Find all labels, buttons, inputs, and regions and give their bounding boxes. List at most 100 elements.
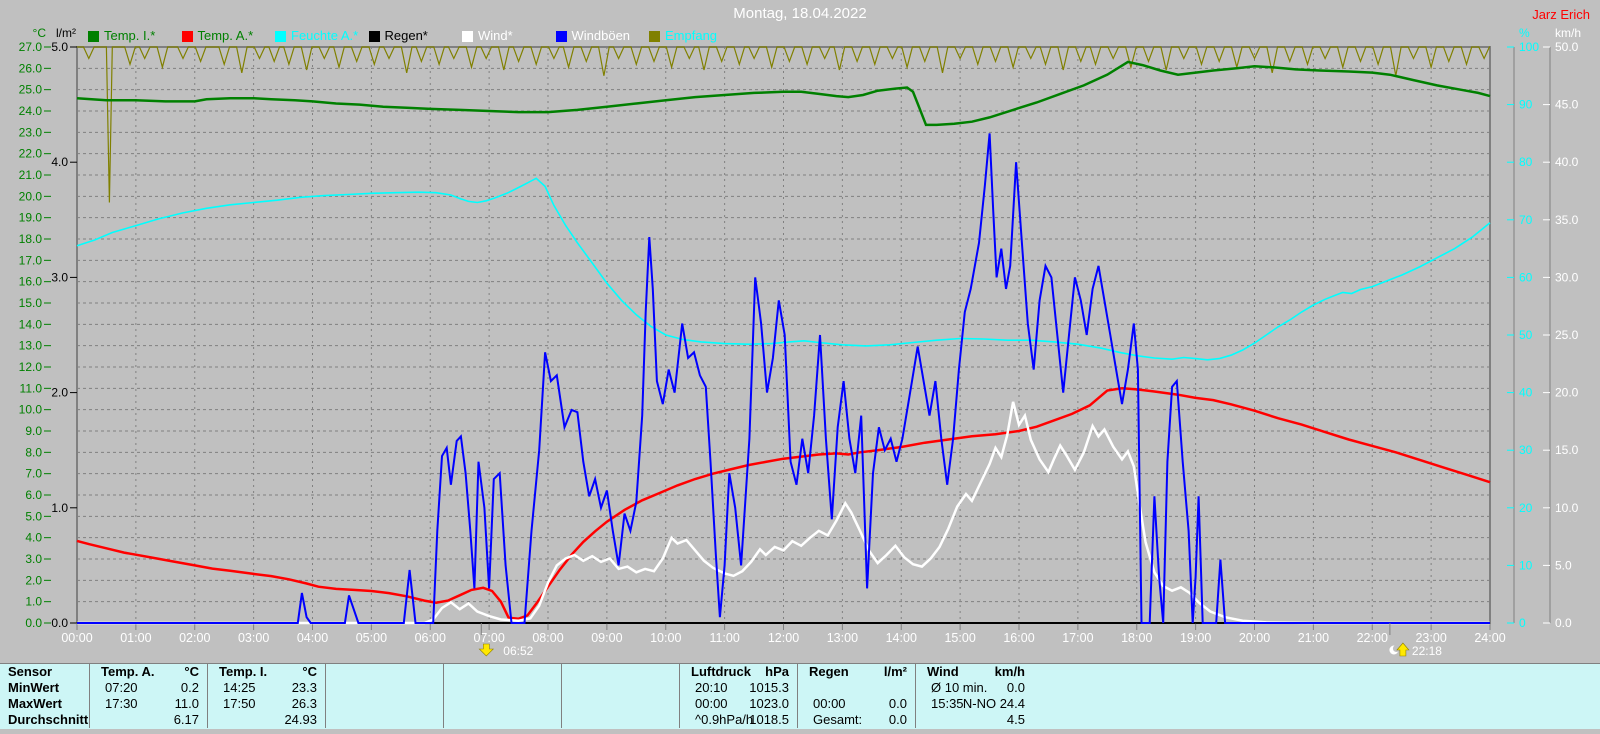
x-axis-tick-label: 02:00 [179, 631, 210, 645]
series-line-wind [77, 401, 1490, 625]
legend-item-windb-en[interactable]: Windböen [555, 28, 631, 43]
table-value-time: ^0.9hPa/h [695, 712, 754, 727]
table-col-unit: l/m² [883, 664, 907, 679]
table-value-number: 11.0 [174, 696, 199, 711]
table-value-time: 20:10 [695, 680, 728, 695]
table-column-separator [207, 664, 325, 728]
temp-axis-tick-label: 16.0 [19, 275, 43, 289]
x-axis-tick-label: 15:00 [944, 631, 975, 645]
legend-label: Windböen [571, 28, 631, 43]
temp-axis-tick-label: 1.0 [25, 595, 42, 609]
series-line-feuchte [76, 177, 1491, 361]
table-value-time: 15:35 [931, 696, 964, 711]
table-value-time: Gesamt: [813, 712, 863, 727]
table-value-time: 00:00 [695, 696, 728, 711]
legend-swatch [462, 30, 473, 42]
legend-label: Temp. I.* [104, 28, 156, 43]
x-axis-tick-label: 08:00 [532, 631, 563, 645]
table-value-number: 0.0 [888, 696, 907, 711]
table-value-time: 14:25 [223, 680, 256, 695]
table-column-separator [561, 664, 679, 728]
x-axis-tick-label: 05:00 [356, 631, 387, 645]
x-axis-tick-label: 22:00 [1357, 631, 1388, 645]
legend-item-temp-a-[interactable]: Temp. A.* [181, 29, 253, 43]
table-value-number: 23.3 [291, 680, 317, 695]
table-value-number: 0.0 [1006, 680, 1025, 695]
table-value-time: 00:00 [813, 696, 846, 711]
temp-axis-tick-label: 13.0 [19, 339, 43, 353]
table-column-separator [679, 664, 797, 728]
rain-axis-tick-label: 0.0 [51, 616, 68, 630]
temp-axis-tick-label: 5.0 [25, 509, 42, 523]
legend-swatch [181, 30, 193, 42]
legend-item-feuchte-a-[interactable]: Feuchte A.* [275, 29, 358, 43]
table-col-header: Temp. I. [219, 664, 268, 679]
x-axis-tick-label: 23:00 [1415, 631, 1446, 645]
wind-axis-tick-label: 10.0 [1555, 501, 1579, 515]
x-axis-tick-label: 04:00 [297, 631, 328, 645]
hum-axis-tick-label: 70 [1519, 213, 1533, 227]
legend-swatch [88, 30, 99, 42]
table-column-separator [325, 664, 443, 728]
temp-axis-tick-label: 14.0 [19, 317, 43, 331]
hum-axis-tick-label: 60 [1519, 270, 1533, 284]
x-axis-tick-label: 17:00 [1062, 631, 1093, 645]
x-axis-tick-label: 01:00 [120, 631, 151, 645]
table-column-separator [443, 664, 561, 728]
x-axis-tick-label: 03:00 [238, 631, 269, 645]
wind-axis-tick-label: 25.0 [1555, 328, 1579, 342]
table-column-separator [89, 664, 207, 728]
temp-axis-tick-label: 17.0 [19, 253, 43, 267]
hum-axis-tick-label: 0 [1519, 616, 1526, 630]
temp-axis-tick-label: 7.0 [25, 467, 42, 481]
legend-item-regen-[interactable]: Regen* [368, 28, 428, 43]
table-value-number: 1018.5 [749, 712, 789, 727]
table-row-label-1: MinWert [8, 680, 60, 695]
legend-item-temp-i-[interactable]: Temp. I.* [88, 29, 155, 43]
temp-axis-tick-label: 4.0 [25, 531, 42, 545]
wind-axis-tick-label: 50.0 [1555, 40, 1579, 54]
wind-axis-tick-label: 35.0 [1555, 213, 1579, 227]
table-row-label-3: Durchschnitt [8, 712, 89, 727]
series-line-temp_i [76, 60, 1491, 127]
table-col-unit: hPa [765, 664, 789, 679]
x-axis-tick-label: 11:00 [709, 631, 739, 645]
legend-item-empfang[interactable]: Empfang [649, 29, 717, 43]
hum-axis-tick-label: 10 [1519, 558, 1533, 572]
table-value-number: N-NO 24.4 [962, 696, 1025, 711]
table-value-number: 0.2 [180, 680, 199, 695]
table-value-number: 0.0 [888, 712, 907, 727]
rain-axis-tick-label: 2.0 [51, 386, 68, 400]
temp-axis-unit-label: °C [33, 26, 47, 40]
table-col-unit: °C [302, 664, 317, 679]
temp-axis-tick-label: 19.0 [19, 211, 43, 225]
hum-axis-tick-label: 30 [1519, 443, 1533, 457]
temp-axis-tick-label: 3.0 [25, 552, 42, 566]
table-col-unit: °C [184, 664, 199, 679]
temp-axis-tick-label: 2.0 [25, 573, 42, 587]
table-col-header: Regen [809, 664, 849, 679]
temp-axis-tick-label: 9.0 [25, 424, 42, 438]
x-axis-tick-label: 06:00 [415, 631, 446, 645]
rain-axis-unit-label: l/m² [56, 26, 76, 40]
wind-axis-tick-label: 40.0 [1555, 155, 1579, 169]
temp-axis-tick-label: 6.0 [25, 488, 42, 502]
table-column-separator [915, 664, 1033, 728]
table-value-number: 1015.3 [749, 680, 789, 695]
legend-label: Regen* [384, 28, 428, 43]
table-value-number: 24.93 [284, 712, 317, 727]
x-axis-tick-label: 07:00 [473, 631, 504, 645]
x-axis-tick-label: 00:00 [61, 631, 92, 645]
table-value-number [809, 680, 907, 696]
x-axis-tick-label: 13:00 [827, 631, 858, 645]
temp-axis-tick-label: 8.0 [25, 445, 42, 459]
series-line-empfang [77, 46, 1490, 203]
marker-time-label: 22:18 [1412, 644, 1442, 658]
series-line-temp_a [76, 387, 1491, 620]
legend-item-wind-[interactable]: Wind* [462, 29, 513, 43]
legend-label: Feuchte A.* [291, 28, 359, 43]
temp-axis-tick-label: 23.0 [19, 125, 43, 139]
wind-axis-tick-label: 0.0 [1555, 616, 1572, 630]
rain-axis-tick-label: 5.0 [51, 40, 68, 54]
temp-axis-tick-label: 26.0 [19, 61, 43, 75]
